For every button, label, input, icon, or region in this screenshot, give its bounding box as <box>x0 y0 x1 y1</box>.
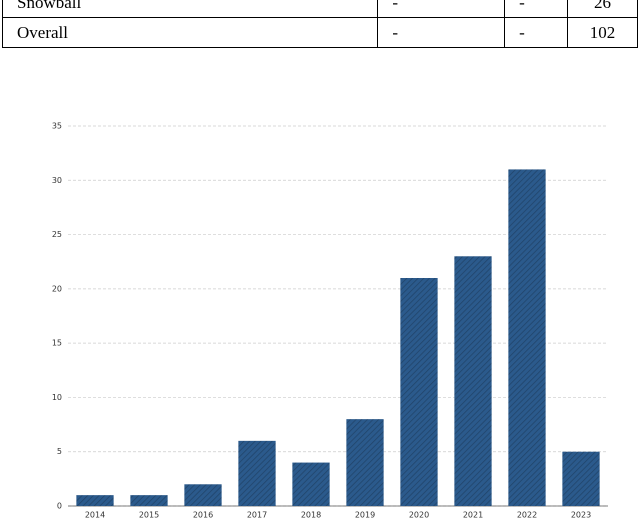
table-row: Snowball - -26 <box>1 0 638 18</box>
x-tick-label: 2017 <box>247 511 267 519</box>
x-tick-label: 2023 <box>571 511 591 519</box>
y-tick-label: 30 <box>52 176 62 185</box>
bar <box>562 451 600 506</box>
y-tick-label: 5 <box>57 447 62 456</box>
table-body: Snowball - -26 Overall - -102 <box>1 0 638 48</box>
x-tick-label: 2020 <box>409 511 429 519</box>
y-tick-label: 15 <box>52 339 62 348</box>
bar <box>292 462 330 506</box>
bar <box>76 495 114 506</box>
table-cell: Overall <box>1 17 379 48</box>
bar <box>130 495 168 506</box>
x-tick-label: 2022 <box>517 511 537 519</box>
results-table: Snowball - -26 Overall - -102 <box>1 0 638 48</box>
bar <box>238 440 276 506</box>
bar <box>508 169 546 506</box>
table-cell: 102 <box>567 17 638 48</box>
y-tick-label: 10 <box>52 393 62 402</box>
y-tick-label: 25 <box>52 230 62 239</box>
table-cell: - <box>504 17 569 48</box>
table-cell: 26 <box>567 0 638 18</box>
table-row: Overall - -102 <box>1 17 638 48</box>
bar <box>184 484 222 506</box>
y-tick-label: 0 <box>57 502 62 511</box>
bar <box>400 278 438 506</box>
bar <box>454 256 492 506</box>
x-tick-label: 2018 <box>301 511 321 519</box>
y-tick-label: 20 <box>52 284 62 293</box>
x-tick-label: 2014 <box>85 511 105 519</box>
x-tick-label: 2015 <box>139 511 159 519</box>
x-tick-label: 2016 <box>193 511 213 519</box>
bar <box>346 419 384 506</box>
x-tick-label: 2019 <box>355 511 375 519</box>
x-tick-label: 2021 <box>463 511 483 519</box>
y-tick-label: 35 <box>52 122 62 131</box>
table-cell: - <box>377 17 506 48</box>
